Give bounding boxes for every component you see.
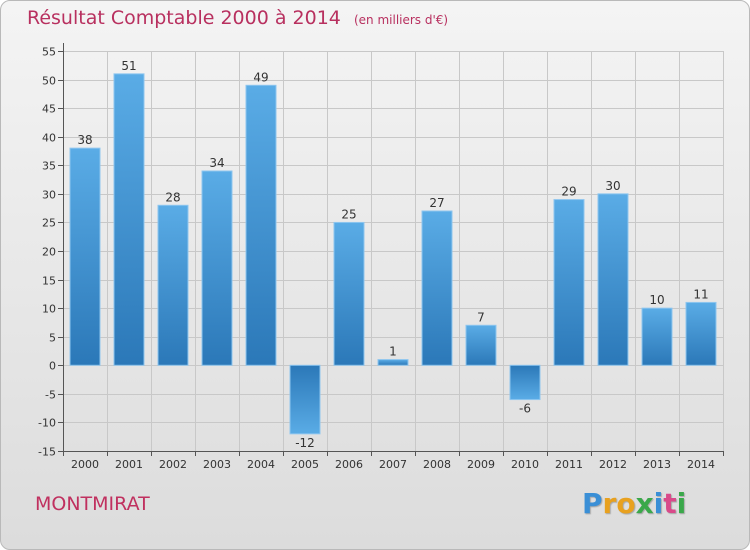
x-tick-label-2004: 2004 <box>247 458 275 471</box>
bar-2005 <box>289 364 321 435</box>
x-tick-label-2003: 2003 <box>203 458 231 471</box>
data-label-2003: 34 <box>209 156 224 170</box>
x-tick-label-2008: 2008 <box>423 458 451 471</box>
y-tick-label: 30 <box>42 189 56 202</box>
data-label-2001: 51 <box>121 59 136 73</box>
bar-2009 <box>465 324 497 366</box>
bars <box>69 73 717 435</box>
y-tick-label: 55 <box>42 46 56 59</box>
y-tick-label: 20 <box>42 246 56 259</box>
data-label-2014: 11 <box>693 287 708 301</box>
data-label-2002: 28 <box>165 190 180 204</box>
brand-letter: t <box>663 487 677 520</box>
town-name: MONTMIRAT <box>35 493 150 515</box>
bar-2008 <box>421 210 453 366</box>
y-tick-label: 50 <box>42 75 56 88</box>
x-tick-label-2002: 2002 <box>159 458 187 471</box>
y-tick-label: 25 <box>42 217 56 230</box>
chart-header: Résultat Comptable 2000 à 2014 (en milli… <box>27 7 448 29</box>
y-tick-label: 15 <box>42 275 56 288</box>
bar-2004 <box>245 84 277 366</box>
axes <box>58 43 724 456</box>
y-tick-label: -15 <box>38 446 56 459</box>
x-tick-label-2012: 2012 <box>599 458 627 471</box>
x-tick-label-2000: 2000 <box>71 458 99 471</box>
x-tick-label-2014: 2014 <box>687 458 715 471</box>
bar-2012 <box>597 193 629 366</box>
bar-2014 <box>685 301 717 366</box>
brand-letter: P <box>582 487 603 520</box>
data-label-2008: 27 <box>429 196 444 210</box>
y-tick-label: 0 <box>49 360 56 373</box>
x-tick-label-2011: 2011 <box>555 458 583 471</box>
data-label-2000: 38 <box>77 133 92 147</box>
bar-2001 <box>113 73 145 366</box>
bar-2013 <box>641 307 673 366</box>
brand-letter: i <box>676 487 687 520</box>
x-tick-label-2010: 2010 <box>511 458 539 471</box>
brand-logo[interactable]: Proxiti <box>582 487 686 520</box>
data-label-2006: 25 <box>341 207 356 221</box>
x-tick-label-2013: 2013 <box>643 458 671 471</box>
x-tick-label-2009: 2009 <box>467 458 495 471</box>
bar-2000 <box>69 147 101 366</box>
y-tick-label: -5 <box>45 389 56 402</box>
data-label-2012: 30 <box>605 179 620 193</box>
bar-2010 <box>509 364 541 401</box>
bar-2006 <box>333 221 365 366</box>
data-label-2004: 49 <box>253 70 268 84</box>
y-tick-label: 45 <box>42 103 56 116</box>
brand-letter: o <box>616 487 636 520</box>
bar-2011 <box>553 199 585 366</box>
x-tick-label-2007: 2007 <box>379 458 407 471</box>
bar-2007 <box>377 359 409 366</box>
y-tick-label: 5 <box>49 332 56 345</box>
data-label-2007: 1 <box>389 345 397 359</box>
bar-2002 <box>157 204 189 366</box>
data-label-2005: -12 <box>295 436 315 450</box>
data-label-2011: 29 <box>561 185 576 199</box>
data-label-2010: -6 <box>519 402 531 416</box>
brand-letter: x <box>635 487 654 520</box>
x-tick-label-2001: 2001 <box>115 458 143 471</box>
brand-letter: r <box>602 487 617 520</box>
labels: -15 -10 -5 0 5 10 15 20 25 30 35 40 45 50 55 38 2000 51 20… <box>38 46 715 472</box>
chart-subtitle: (en milliers d'€) <box>353 13 449 27</box>
data-label-2009: 7 <box>477 310 485 324</box>
brand-letter: i <box>653 487 664 520</box>
y-tick-label: 35 <box>42 160 56 173</box>
x-tick-label-2006: 2006 <box>335 458 363 471</box>
y-tick-label: 40 <box>42 132 56 145</box>
y-tick-label: 10 <box>42 303 56 316</box>
chart-title: Résultat Comptable 2000 à 2014 <box>27 7 341 29</box>
bar-2003 <box>201 170 233 366</box>
y-tick-label: -10 <box>38 417 56 430</box>
data-label-2013: 10 <box>649 293 664 307</box>
x-tick-label-2005: 2005 <box>291 458 319 471</box>
